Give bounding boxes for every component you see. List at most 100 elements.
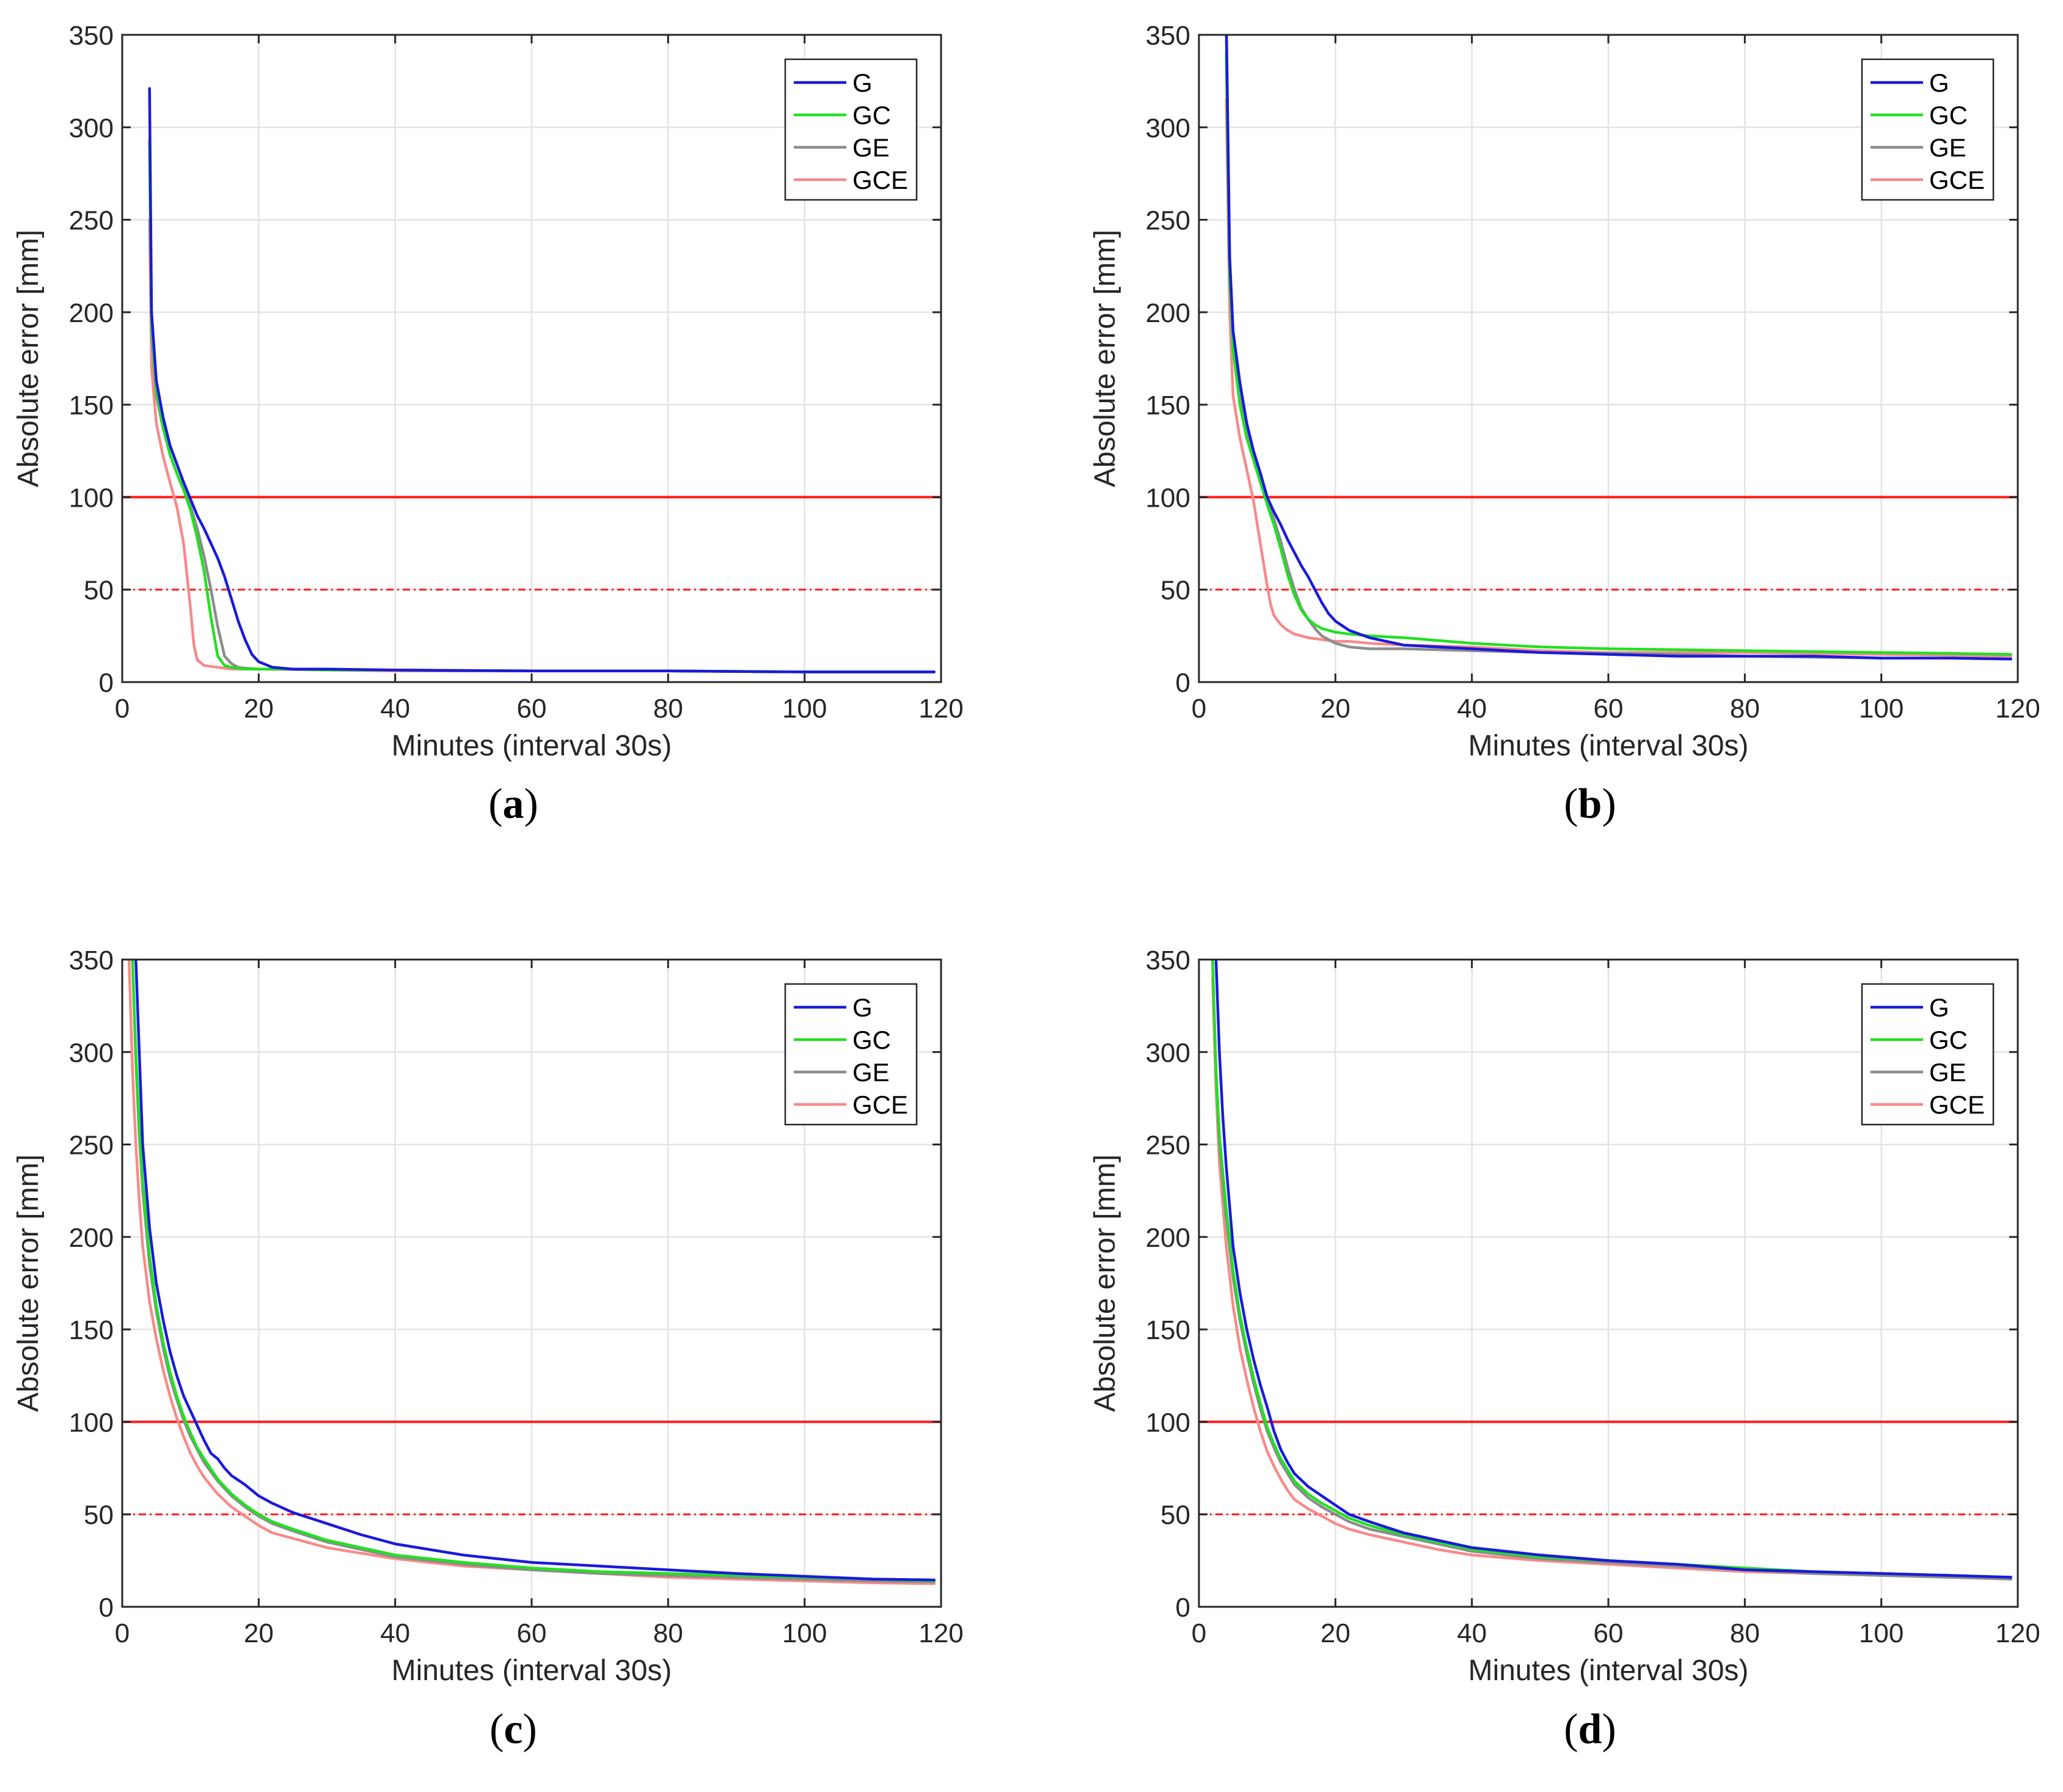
y-tick-label: 200 <box>69 298 114 328</box>
legend-label-gc: GC <box>1929 101 1968 130</box>
x-axis-label: Minutes (interval 30s) <box>1468 730 1749 762</box>
x-tick-label: 100 <box>1859 1618 1904 1648</box>
y-tick-label: 200 <box>69 1223 114 1253</box>
x-tick-label: 80 <box>1730 1618 1760 1648</box>
legend: G GC GE GCE <box>784 58 918 201</box>
y-tick-label: 100 <box>1146 483 1190 513</box>
legend-label-gce: GCE <box>852 1090 908 1119</box>
legend-label-g: G <box>852 68 873 97</box>
x-tick-label: 0 <box>1192 1618 1206 1648</box>
panel-caption: (d) <box>1564 1706 1616 1753</box>
y-tick-label: 250 <box>69 1131 114 1161</box>
y-axis-label: Absolute error [mm] <box>12 230 45 487</box>
x-tick-label: 0 <box>115 1618 130 1648</box>
series-line-gce <box>1211 977 2013 1581</box>
legend-label-ge: GE <box>1929 1058 1966 1087</box>
panel-caption: (c) <box>489 1706 537 1753</box>
y-tick-label: 200 <box>1146 298 1190 328</box>
y-tick-label: 50 <box>1160 1500 1190 1530</box>
series-line-g <box>148 87 936 674</box>
x-axis-label: Minutes (interval 30s) <box>1468 1654 1749 1687</box>
y-tick-label: 150 <box>69 391 114 420</box>
y-tick-label: 350 <box>1146 946 1190 975</box>
series-line-g <box>1214 960 2013 1579</box>
y-tick-label: 350 <box>69 21 114 51</box>
legend-label-gce: GCE <box>1929 1090 1985 1119</box>
y-tick-label: 0 <box>99 668 114 698</box>
y-tick-label: 350 <box>69 946 114 975</box>
series-line-gc <box>1225 52 2013 656</box>
x-tick-label: 120 <box>918 1618 963 1648</box>
x-tick-label: 60 <box>517 694 547 724</box>
x-axis-label: Minutes (interval 30s) <box>392 730 672 762</box>
y-tick-label: 300 <box>69 1038 114 1068</box>
legend-label-gc: GC <box>852 101 891 130</box>
chart-panel-c: 0 20 40 60 80 100 120 0 50 100 150 200 250 300 350 Minu… <box>12 946 964 1753</box>
y-tick-label: 300 <box>69 113 114 143</box>
legend-label-gc: GC <box>852 1026 891 1054</box>
x-tick-label: 20 <box>1321 1618 1350 1648</box>
x-tick-label: 20 <box>1321 694 1350 724</box>
x-tick-label: 40 <box>380 694 410 724</box>
series-line-g <box>1225 35 2013 661</box>
y-tick-label: 50 <box>84 576 114 606</box>
y-axis-label: Absolute error [mm] <box>12 1155 45 1412</box>
x-tick-label: 100 <box>1859 694 1904 724</box>
y-tick-label: 150 <box>1146 391 1190 420</box>
legend-label-ge: GE <box>1929 133 1966 162</box>
y-tick-label: 100 <box>69 483 114 513</box>
y-tick-label: 50 <box>84 1500 114 1530</box>
panel-caption: (b) <box>1564 780 1616 828</box>
series-line-g <box>134 960 936 1582</box>
legend-label-g: G <box>852 993 873 1022</box>
panel-caption-letter: b <box>1578 780 1602 828</box>
y-tick-label: 150 <box>1146 1315 1190 1345</box>
legend: G GC GE GCE <box>1861 58 1995 201</box>
y-tick-label: 350 <box>1146 21 1190 51</box>
x-tick-label: 80 <box>653 1618 683 1648</box>
chart-panel-a: 0 20 40 60 80 100 120 0 50 100 150 200 250 300 350 Minu… <box>12 21 964 828</box>
x-tick-label: 80 <box>1730 694 1760 724</box>
y-axis-label: Absolute error [mm] <box>1089 1155 1121 1412</box>
y-tick-label: 100 <box>69 1408 114 1438</box>
x-tick-label: 120 <box>1995 694 2040 724</box>
series-line-gc <box>131 960 936 1582</box>
x-tick-label: 20 <box>244 694 274 724</box>
x-tick-label: 120 <box>1995 1618 2040 1648</box>
y-tick-label: 50 <box>1160 576 1190 606</box>
legend-label-gc: GC <box>1929 1026 1968 1054</box>
panel-caption-letter: d <box>1578 1706 1602 1753</box>
x-tick-label: 40 <box>1457 694 1487 724</box>
series-line-gce <box>1225 98 2013 658</box>
y-tick-label: 0 <box>99 1593 114 1623</box>
y-tick-label: 300 <box>1146 1038 1190 1068</box>
x-tick-label: 0 <box>1192 694 1206 724</box>
x-tick-label: 100 <box>782 1618 827 1648</box>
x-tick-label: 40 <box>380 1618 410 1648</box>
x-tick-label: 0 <box>115 694 130 724</box>
y-tick-label: 250 <box>1146 1131 1190 1161</box>
panel-caption: (a) <box>488 780 538 828</box>
legend-label-ge: GE <box>852 133 890 162</box>
legend: G GC GE GCE <box>784 983 918 1126</box>
x-tick-label: 20 <box>244 1618 274 1648</box>
y-axis-label: Absolute error [mm] <box>1089 230 1121 487</box>
panel-caption-letter: c <box>504 1706 522 1753</box>
x-tick-label: 100 <box>782 694 827 724</box>
panel-caption-letter: a <box>503 780 524 828</box>
legend: G GC GE GCE <box>1861 983 1995 1126</box>
x-tick-label: 60 <box>1594 694 1624 724</box>
y-tick-label: 200 <box>1146 1223 1190 1253</box>
legend-label-g: G <box>1929 993 1949 1022</box>
legend-label-g: G <box>1929 68 1949 97</box>
y-tick-label: 250 <box>1146 206 1190 236</box>
y-tick-label: 0 <box>1176 1593 1190 1623</box>
x-tick-label: 120 <box>918 694 963 724</box>
x-tick-label: 40 <box>1457 1618 1487 1648</box>
chart-panel-d: 0 20 40 60 80 100 120 0 50 100 150 200 250 300 350 Minu… <box>1089 946 2040 1753</box>
x-tick-label: 60 <box>1594 1618 1624 1648</box>
legend-label-ge: GE <box>852 1058 890 1087</box>
x-tick-label: 80 <box>653 694 683 724</box>
y-tick-label: 250 <box>69 206 114 236</box>
